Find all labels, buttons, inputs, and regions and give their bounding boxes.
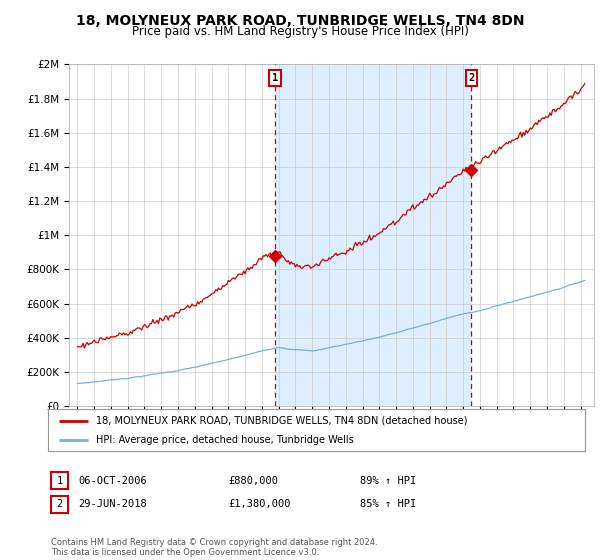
Text: 2: 2 bbox=[468, 73, 475, 83]
Text: 85% ↑ HPI: 85% ↑ HPI bbox=[360, 500, 416, 509]
Bar bbox=[275, 64, 472, 406]
Text: 18, MOLYNEUX PARK ROAD, TUNBRIDGE WELLS, TN4 8DN (detached house): 18, MOLYNEUX PARK ROAD, TUNBRIDGE WELLS,… bbox=[97, 416, 468, 426]
Text: 1: 1 bbox=[272, 73, 278, 83]
Text: 2: 2 bbox=[56, 500, 62, 509]
Text: 18, MOLYNEUX PARK ROAD, TUNBRIDGE WELLS, TN4 8DN: 18, MOLYNEUX PARK ROAD, TUNBRIDGE WELLS,… bbox=[76, 14, 524, 28]
Text: Price paid vs. HM Land Registry's House Price Index (HPI): Price paid vs. HM Land Registry's House … bbox=[131, 25, 469, 38]
Text: £880,000: £880,000 bbox=[228, 476, 278, 486]
Text: 29-JUN-2018: 29-JUN-2018 bbox=[78, 500, 147, 509]
Text: 1: 1 bbox=[56, 476, 62, 486]
Text: 89% ↑ HPI: 89% ↑ HPI bbox=[360, 476, 416, 486]
Text: £1,380,000: £1,380,000 bbox=[228, 500, 290, 509]
Text: HPI: Average price, detached house, Tunbridge Wells: HPI: Average price, detached house, Tunb… bbox=[97, 435, 354, 445]
Text: 06-OCT-2006: 06-OCT-2006 bbox=[78, 476, 147, 486]
Text: Contains HM Land Registry data © Crown copyright and database right 2024.
This d: Contains HM Land Registry data © Crown c… bbox=[51, 538, 377, 557]
